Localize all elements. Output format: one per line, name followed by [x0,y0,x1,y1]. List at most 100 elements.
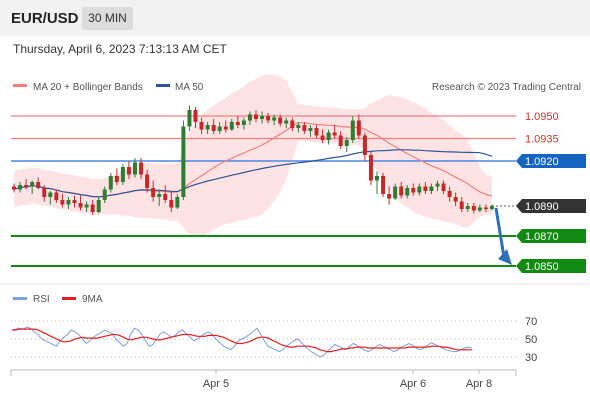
candle-body [169,200,174,208]
rsi-tick-label: 50 [525,334,537,346]
candle-body [447,191,452,197]
candle-body [108,176,113,190]
rsi-ma-legend-swatch [62,297,76,300]
candle-body [459,201,464,209]
candle-body [90,204,95,212]
ma20-legend-swatch [13,84,27,87]
candle-body [326,132,331,140]
candle-body [278,117,283,124]
candle-body [102,189,107,200]
candle-body [54,192,59,200]
timestamp-label: Thursday, April 6, 2023 7:13:13 AM CET [13,42,227,56]
candle-body [314,128,319,136]
rsi-tick-label: 30 [525,352,537,364]
symbol-label: EUR/USD [11,10,79,27]
candle-body [423,186,428,191]
support-1-value: 1.0870 [525,231,559,243]
candle-body [84,204,89,208]
candle-body [381,176,386,194]
bollinger-bands [14,74,492,238]
x-tick-label: Apr 8 [466,378,492,390]
candle-body [217,126,222,131]
level-labels: 1.0950 1.0935 1.0920 1.0890 1.0870 1.0850 [516,111,586,273]
rsi-legend-label: RSI [33,294,50,305]
candle-body [163,194,168,200]
candle-body [133,162,137,175]
ma50-legend-swatch [156,84,170,87]
bollinger-band-area [14,74,492,238]
credit-label: Research © 2023 Trading Central [432,82,581,93]
candle-body [429,186,434,191]
candle-body [405,188,410,196]
rsi-line [11,326,473,358]
candle-body [338,135,343,146]
candle-body [235,122,240,125]
candle-body [145,174,150,188]
forecast-arrow-head [498,249,512,265]
candle-body [187,110,192,127]
rsi-ma-line [12,328,472,353]
resistance-1-value: 1.0935 [525,134,559,146]
candle-body [471,206,476,211]
candle-body [30,182,35,187]
candle-body [441,183,446,191]
candlesticks [12,105,494,215]
forecast-arrow-shaft [494,207,506,258]
candle-body [344,140,349,146]
candle-body [151,188,156,197]
pivot-value: 1.0920 [525,156,559,168]
candle-body [36,182,41,188]
support-1-tag [516,229,586,243]
candle-body [417,186,422,193]
x-tick-label: Apr 6 [400,378,426,390]
candle-body [266,116,271,121]
candle-body [465,206,470,209]
candle-body [211,125,216,131]
candle-body [290,120,295,128]
candle-body [120,167,125,182]
candle-body [362,135,367,155]
forecast-arrow [494,207,512,265]
candle-body [399,186,404,196]
candle-body [332,132,337,136]
candle-body [96,200,101,212]
candle-body [356,120,361,136]
candle-body [181,126,186,197]
moving-averages [13,121,493,198]
candle-body [411,188,416,193]
support-2-tag [516,259,586,273]
ma50-line [13,149,493,198]
candle-body [223,126,228,130]
candle-body [193,110,198,122]
pivot-tag [516,154,586,168]
candle-body [175,197,180,208]
candle-body [48,192,53,197]
candle-body [320,135,325,140]
candle-body [296,125,301,128]
candle-body [199,122,204,130]
last-price-tag [516,199,586,213]
candle-body [368,155,373,181]
candle-body [78,203,83,208]
x-tick-label: Apr 5 [203,378,229,390]
chart-header: EUR/USD 30 MIN [0,0,590,36]
candle-body [12,186,16,190]
candle-body [24,185,29,187]
candle-body [229,122,234,130]
candle-body [254,114,258,119]
candle-body [350,120,355,140]
candle-body [393,186,398,199]
candle-body [284,120,289,124]
candle-body [272,117,277,121]
candle-body [435,183,440,187]
resistance-2-value: 1.0950 [525,111,559,123]
candle-body [477,207,482,211]
rsi-ma-legend-label: 9MA [82,294,103,305]
candle-body [241,120,246,125]
candle-body [66,200,71,205]
candle-body [308,128,313,131]
timeframe-badge[interactable]: 30 MIN [82,7,133,30]
candle-body [42,188,47,197]
